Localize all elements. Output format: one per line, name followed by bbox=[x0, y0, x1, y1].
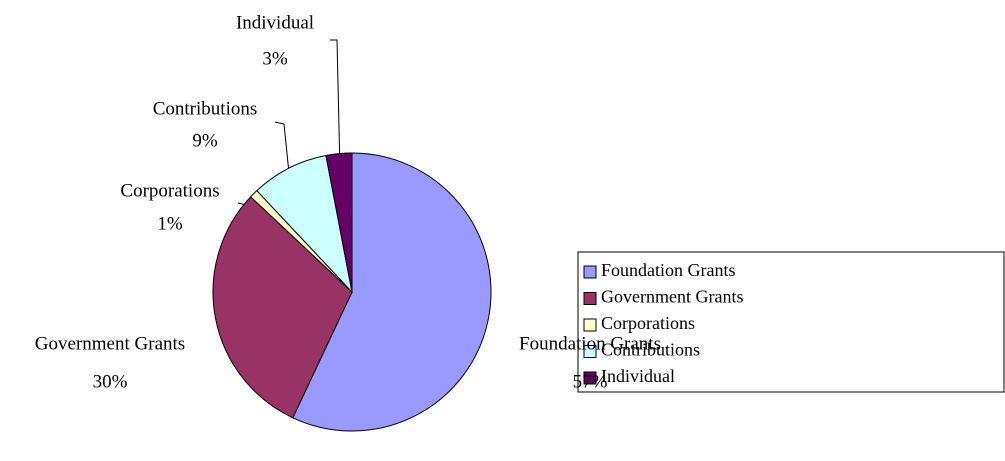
legend-label: Foundation Grants bbox=[601, 260, 736, 280]
slice-label: Contributions bbox=[153, 98, 258, 119]
leader-line bbox=[274, 121, 291, 184]
slice-label: Corporations bbox=[120, 180, 219, 201]
legend-box bbox=[577, 251, 1005, 393]
legend-swatch bbox=[583, 265, 597, 279]
pie-slice bbox=[256, 154, 353, 294]
slice-value-label: 3% bbox=[262, 48, 288, 69]
legend-label: Individual bbox=[601, 366, 675, 386]
slice-value-label: 9% bbox=[192, 130, 218, 151]
legend-swatch bbox=[583, 345, 597, 358]
slice-label: Individual bbox=[236, 12, 314, 33]
legend-label: Corporations bbox=[601, 313, 695, 333]
legend-label: Government Grants bbox=[601, 287, 743, 307]
pie-slice bbox=[292, 152, 492, 432]
leader-line bbox=[330, 39, 341, 173]
legend-swatch bbox=[583, 292, 597, 305]
legend-swatch bbox=[583, 318, 597, 332]
pie-slice bbox=[325, 152, 353, 293]
slice-value-label: 30% bbox=[93, 371, 128, 392]
slice-label: Government Grants bbox=[35, 333, 185, 354]
pie-slice bbox=[212, 196, 353, 419]
legend: Foundation Grants Government Grants Corpor… bbox=[577, 251, 1005, 393]
slice-value-label: 57% bbox=[573, 371, 608, 392]
legend-label: Contributions bbox=[601, 340, 700, 360]
slice-label: Foundation Grants bbox=[519, 333, 661, 354]
slice-value-label: 1% bbox=[157, 213, 183, 234]
legend-swatch bbox=[583, 371, 597, 385]
